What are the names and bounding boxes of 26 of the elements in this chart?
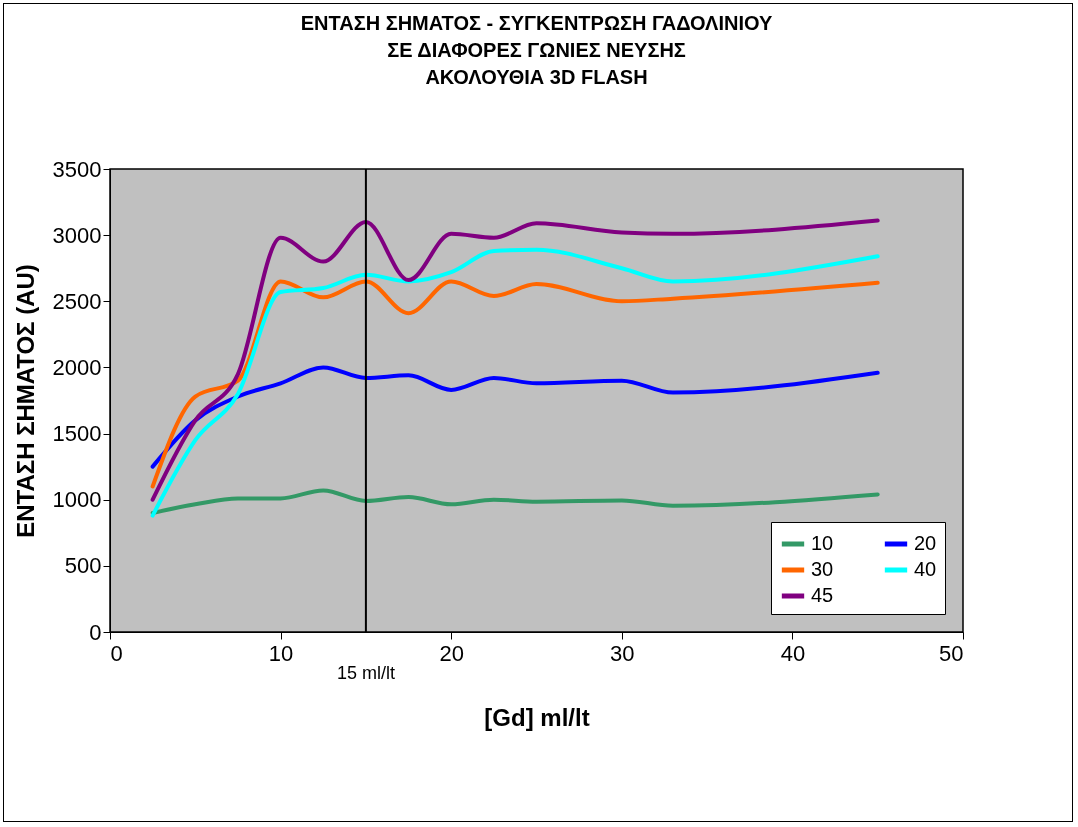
y-tick-label: 0 — [89, 619, 102, 645]
y-tick-label: 3000 — [52, 222, 102, 248]
y-tick-label: 1000 — [52, 487, 102, 513]
x-tick-label: 20 — [439, 640, 464, 666]
x-tick-label: 0 — [110, 640, 123, 666]
y-tick-label: 2000 — [52, 354, 102, 380]
x-tick-label: 50 — [939, 640, 964, 666]
line-series — [150, 488, 880, 515]
ref-line-label: 15 ml/lt — [336, 663, 395, 683]
legend-label: 30 — [811, 558, 834, 580]
legend-label: 40 — [914, 558, 937, 580]
chart-title: ΕΝΤΑΣΗ ΣΗΜΑΤΟΣ - ΣΥΓΚΕΝΤΡΩΣΗ ΓΑΔΟΛΙΝΙΟΥ ΣΕ ΔΙΑΦΟΡΕΣ ΓΩΝΙΕΣ ΝΕΥΣΗΣ ΑΚΟΛΟΥΘΙΑ 3D FLASH — [300, 12, 773, 88]
y-axis-title: ΕΝΤΑΣΗ ΣΗΜΑΤΟΣ (AU) — [11, 264, 39, 538]
y-tick-label: 500 — [64, 553, 102, 579]
legend-label: 45 — [811, 584, 834, 606]
x-axis-title: [Gd] ml/lt — [484, 703, 590, 731]
x-tick-label: 30 — [610, 640, 635, 666]
line-series — [150, 365, 880, 469]
x-tick-label: 10 — [268, 640, 294, 666]
y-tick-label: 1500 — [52, 421, 102, 447]
y-tick-label: 2500 — [52, 288, 102, 314]
legend-label: 10 — [811, 532, 834, 554]
legend-label: 20 — [914, 532, 937, 554]
y-tick-label: 3500 — [52, 156, 102, 182]
x-tick-label: 40 — [780, 640, 806, 666]
line-series — [150, 279, 880, 489]
